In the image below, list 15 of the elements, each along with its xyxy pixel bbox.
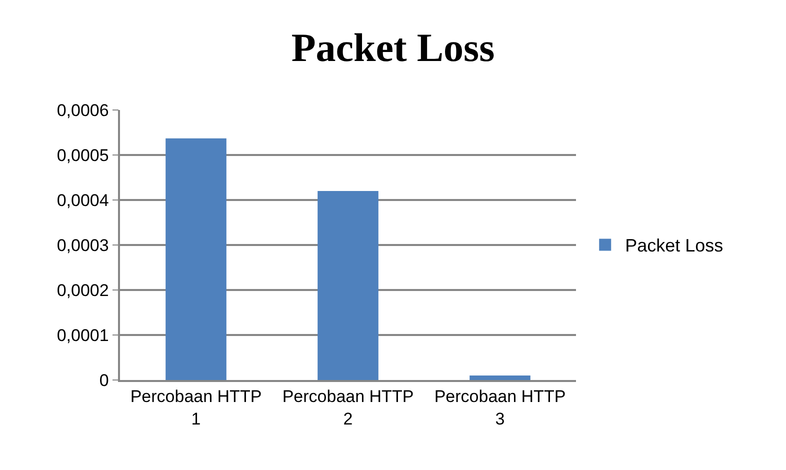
chart-title: Packet Loss <box>291 24 495 70</box>
x-tick-label: Percobaan HTTP 1 <box>130 387 262 428</box>
y-tick-label: 0,0005 <box>56 146 109 165</box>
y-tick-label: 0,0001 <box>56 326 109 345</box>
x-tick-label: Percobaan HTTP 3 <box>434 387 566 428</box>
y-tick-label: 0 <box>99 370 109 390</box>
bar <box>318 191 378 380</box>
legend-label: Packet Loss <box>625 236 724 256</box>
y-tick-label: 0,0006 <box>56 100 109 120</box>
y-tick-label: 0,0003 <box>56 236 109 255</box>
y-tick-label: 0,0002 <box>56 280 109 300</box>
y-tick-label: 0,0004 <box>56 190 109 210</box>
bar <box>166 138 226 380</box>
bar <box>470 376 530 380</box>
x-tick-label: Percobaan HTTP 2 <box>282 387 414 428</box>
